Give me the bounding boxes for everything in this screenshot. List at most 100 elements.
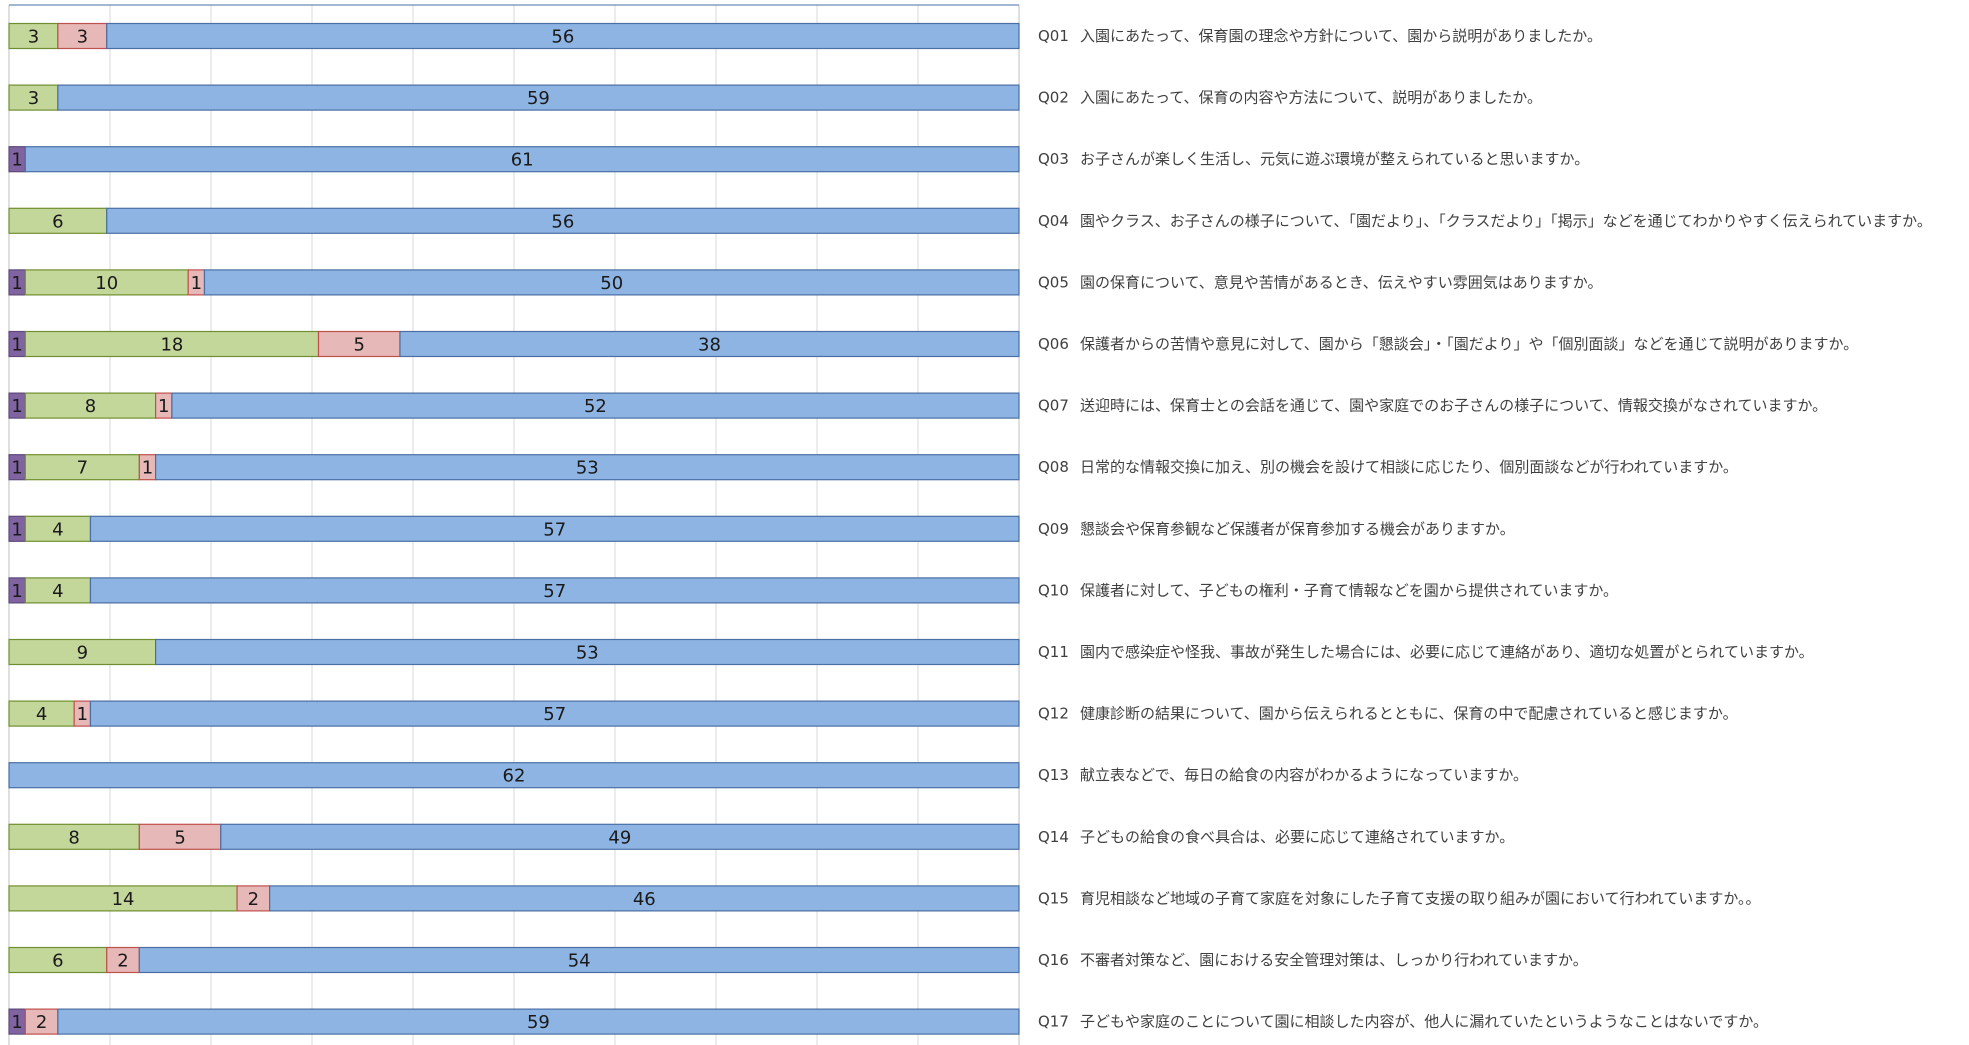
data-label: 56 xyxy=(551,27,574,48)
data-label: 1 xyxy=(11,273,22,294)
question-text: 保護者からの苦情や意見に対して、園から「懇談会」・「園だより」や「個別面談」など… xyxy=(1080,335,1858,353)
question-labels: Q01 入園にあたって、保育園の理念や方針について、園から説明がありましたか。 Q0… xyxy=(1038,27,1932,1031)
bar-segment-q05-s4 xyxy=(203,269,1020,296)
data-label: 2 xyxy=(36,1012,47,1033)
bar-segment-q01-s4 xyxy=(106,22,1020,50)
bar-segment-q11-s2 xyxy=(8,638,157,666)
bar-segment-q11-s4 xyxy=(155,638,1020,666)
question-text: 園やクラス、お子さんの様子について、「園だより」、「クラスだより」「掲示」などを… xyxy=(1080,212,1932,230)
bar-segment-q08-s2 xyxy=(24,454,140,481)
question-text: 保護者に対して、子どもの権利・子育て情報などを園から提供されていますか。 xyxy=(1080,581,1618,599)
question-text: 日常的な情報交換に加え、別の機会を設けて相談に応じたり、個別面談などが行われてい… xyxy=(1080,458,1738,476)
bar-segment-q03-s4 xyxy=(24,146,1020,173)
question-text: 園の保育について、意見や苦情があるとき、伝えやすい雰囲気はありますか。 xyxy=(1080,273,1602,291)
data-label: 46 xyxy=(633,889,656,910)
data-label: 49 xyxy=(608,827,631,848)
question-text: 園内で感染症や怪我、事故が発生した場合には、必要に応じて連絡があり、適切な処置が… xyxy=(1080,643,1814,661)
data-label: 62 xyxy=(503,766,526,787)
bar-segment-q02-s2 xyxy=(8,84,59,111)
question-code: Q17 xyxy=(1038,1013,1069,1031)
question-text: 子どもの給食の食べ具合は、必要に応じて連絡されていますか。 xyxy=(1080,828,1514,846)
data-label: 1 xyxy=(11,396,22,417)
data-label: 9 xyxy=(77,643,88,664)
bar-segment-q13-s4 xyxy=(8,762,1020,789)
question-text: 送迎時には、保育士との会話を通じて、園や家庭でのお子さんの様子について、情報交換… xyxy=(1080,397,1827,415)
bar-segment-q16-s2 xyxy=(8,946,108,974)
question-code: Q05 xyxy=(1038,273,1069,291)
data-label: 53 xyxy=(576,458,599,479)
data-label: 1 xyxy=(11,335,22,356)
bar-segment-q16-s4 xyxy=(138,946,1020,974)
question-code: Q07 xyxy=(1038,397,1069,415)
data-label: 1 xyxy=(158,396,169,417)
question-text: 入園にあたって、保育の内容や方法について、説明がありましたか。 xyxy=(1080,89,1542,107)
data-label: 18 xyxy=(160,335,183,356)
data-label: 3 xyxy=(77,27,88,48)
data-label: 1 xyxy=(11,581,22,602)
bar-segment-q14-s4 xyxy=(220,823,1020,850)
data-label: 59 xyxy=(527,1012,550,1033)
bar-segment-q02-s4 xyxy=(57,84,1020,111)
bar-segment-q01-s3 xyxy=(57,22,108,50)
bar-segment-q10-s2 xyxy=(24,577,92,604)
bar-segment-q01-s2 xyxy=(8,22,59,50)
bar-segment-q15-s4 xyxy=(269,885,1020,912)
data-label: 4 xyxy=(52,519,63,540)
bar-segment-q10-s4 xyxy=(89,577,1020,604)
bar-segments xyxy=(8,22,1020,1035)
data-label: 1 xyxy=(11,458,22,479)
data-label: 6 xyxy=(52,951,63,972)
data-label: 1 xyxy=(77,704,88,725)
question-code: Q13 xyxy=(1038,766,1069,784)
bar-segment-q08-s4 xyxy=(155,454,1020,481)
bar-segment-q06-s2 xyxy=(24,330,320,358)
bar-segment-q07-s2 xyxy=(24,392,157,419)
question-text: 懇談会や保育参観など保護者が保育参加する機会がありますか。 xyxy=(1080,520,1515,538)
data-label: 14 xyxy=(112,889,135,910)
data-label: 57 xyxy=(543,704,566,725)
bar-segment-q14-s2 xyxy=(8,823,140,850)
data-label: 6 xyxy=(52,211,63,232)
data-label: 1 xyxy=(11,519,22,540)
data-label: 61 xyxy=(511,150,534,171)
bar-segment-q07-s4 xyxy=(171,392,1020,419)
bar-segment-q09-s2 xyxy=(24,515,92,542)
question-text: 入園にあたって、保育園の理念や方針について、園から説明がありましたか。 xyxy=(1080,27,1602,45)
question-text: 子どもや家庭のことについて園に相談した内容が、他人に漏れていたというようなことは… xyxy=(1080,1013,1768,1031)
data-label: 1 xyxy=(11,150,22,171)
question-text: 健康診断の結果について、園から伝えられるとともに、保育の中で配慮されていると感じ… xyxy=(1080,705,1738,723)
question-code: Q06 xyxy=(1038,335,1069,353)
bar-segment-q06-s3 xyxy=(317,330,401,358)
question-text: お子さんが楽しく生活し、元気に遊ぶ環境が整えられていると思いますか。 xyxy=(1080,150,1589,168)
bar-segment-q09-s4 xyxy=(89,515,1020,542)
data-label: 59 xyxy=(527,88,550,109)
data-label: 4 xyxy=(52,581,63,602)
data-label: 8 xyxy=(85,396,96,417)
bar-segment-q06-s4 xyxy=(399,330,1020,358)
question-code: Q11 xyxy=(1038,643,1069,661)
question-code: Q01 xyxy=(1038,27,1069,45)
data-label: 53 xyxy=(576,643,599,664)
data-label: 57 xyxy=(543,581,566,602)
question-code: Q12 xyxy=(1038,705,1069,723)
bar-segment-q04-s4 xyxy=(106,207,1020,234)
question-text: 育児相談など地域の子育て家庭を対象にした子育て支援の取り組みが園において行われて… xyxy=(1080,889,1761,907)
question-text: 献立表などで、毎日の給食の内容がわかるようになっていますか。 xyxy=(1080,766,1528,784)
bar-segment-q12-s2 xyxy=(8,700,75,727)
data-label: 1 xyxy=(191,273,202,294)
data-label: 3 xyxy=(28,27,39,48)
data-label: 8 xyxy=(68,827,79,848)
data-label: 56 xyxy=(551,211,574,232)
data-label: 52 xyxy=(584,396,607,417)
data-label: 1 xyxy=(142,458,153,479)
data-label: 7 xyxy=(77,458,88,479)
data-label: 50 xyxy=(600,273,623,294)
data-label: 10 xyxy=(95,273,118,294)
data-label: 5 xyxy=(354,335,365,356)
bar-segment-q14-s3 xyxy=(138,823,222,850)
data-label: 1 xyxy=(11,1012,22,1033)
question-code: Q02 xyxy=(1038,89,1069,107)
bar-segment-q04-s2 xyxy=(8,207,108,234)
data-label: 57 xyxy=(543,519,566,540)
